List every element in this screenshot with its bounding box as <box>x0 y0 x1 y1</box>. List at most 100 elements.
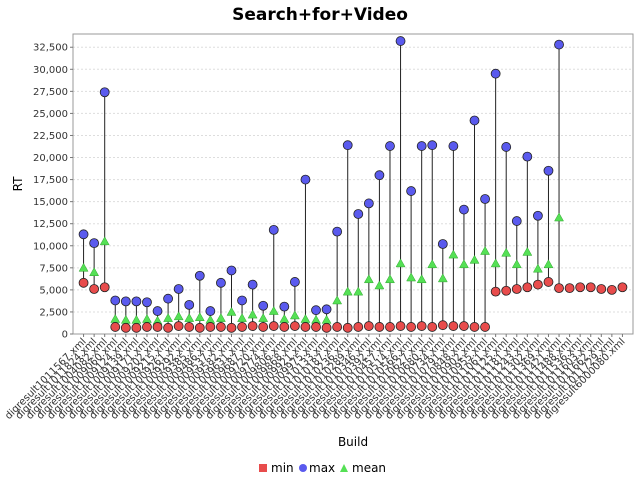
max-point <box>437 239 448 249</box>
max-point <box>173 284 184 294</box>
max-point <box>501 142 512 152</box>
min-point <box>258 322 269 332</box>
max-point <box>89 238 100 249</box>
plot-frame <box>72 33 634 335</box>
min-point <box>406 322 417 332</box>
min-point <box>152 322 163 332</box>
y-tick-label: 32,500 <box>33 43 68 54</box>
y-tick-label: 2,500 <box>39 307 68 318</box>
max-point <box>247 279 258 290</box>
max-point <box>142 297 152 308</box>
min-point <box>332 322 343 332</box>
min-point <box>289 321 300 331</box>
mean-point <box>173 311 184 321</box>
mean-point <box>184 313 195 322</box>
max-point <box>110 295 121 306</box>
max-point <box>554 39 564 50</box>
min-point <box>99 282 110 293</box>
legend-item-mean[interactable]: mean <box>340 461 386 475</box>
min-point <box>437 320 448 331</box>
legend-mean-swatch <box>340 464 348 472</box>
mean-point <box>353 286 364 296</box>
min-point <box>131 322 142 333</box>
max-point <box>120 296 131 307</box>
y-tick-label: 20,000 <box>33 153 68 164</box>
min-point <box>606 284 617 295</box>
legend-item-max[interactable]: max <box>299 461 335 475</box>
max-point <box>216 277 226 288</box>
min-point <box>321 322 332 333</box>
legend: min max mean <box>259 461 386 475</box>
max-point <box>289 277 300 287</box>
max-point <box>194 270 205 281</box>
max-point <box>427 140 438 151</box>
min-point <box>490 286 501 297</box>
mean-point <box>342 286 353 296</box>
mean-point <box>89 267 100 276</box>
min-point <box>522 282 533 293</box>
mean-point <box>385 274 395 284</box>
min-point <box>480 322 490 332</box>
max-point <box>226 265 237 276</box>
mean-point <box>131 314 142 324</box>
mean-point <box>363 274 374 284</box>
y-tick-label: 27,500 <box>33 87 68 98</box>
legend-min-label: min <box>271 461 294 475</box>
min-point <box>205 322 216 332</box>
mean-point <box>289 310 300 320</box>
mean-point <box>543 259 554 269</box>
min-point <box>163 322 173 333</box>
max-point <box>406 186 417 196</box>
max-point <box>279 301 290 312</box>
max-point <box>131 296 142 307</box>
mean-point <box>459 259 469 269</box>
mean-point <box>237 313 247 322</box>
max-point <box>268 224 279 235</box>
x-axis-label: Build <box>338 435 368 449</box>
mean-point <box>110 313 121 323</box>
min-point <box>469 322 480 332</box>
mean-point <box>501 247 512 257</box>
mean-point <box>215 313 226 322</box>
y-tick-label: 30,000 <box>33 65 68 76</box>
min-point <box>353 322 364 332</box>
chart-title: Search+for+Video <box>232 5 408 25</box>
mean-point <box>522 246 533 256</box>
mean-point <box>427 259 438 269</box>
max-point <box>258 300 269 311</box>
y-tick-label: 0 <box>62 330 68 341</box>
y-tick-label: 22,500 <box>33 131 68 142</box>
max-point <box>300 174 311 185</box>
mean-point <box>532 263 543 273</box>
min-point <box>279 322 290 332</box>
mean-point <box>321 314 332 324</box>
max-point <box>490 68 501 79</box>
min-point <box>459 321 469 331</box>
points <box>78 36 628 333</box>
mean-point <box>554 212 564 222</box>
max-point <box>184 299 195 310</box>
min-point <box>78 277 89 288</box>
mean-point <box>395 258 406 268</box>
mean-point <box>194 312 205 321</box>
min-point <box>395 321 406 331</box>
min-point <box>575 282 586 293</box>
mean-point <box>448 249 459 259</box>
min-point <box>363 321 374 331</box>
max-point <box>395 36 406 46</box>
mean-point <box>416 274 427 284</box>
min-point <box>564 283 575 294</box>
mean-point <box>300 313 311 323</box>
max-point <box>205 306 216 316</box>
min-point <box>268 321 279 331</box>
min-point <box>120 322 131 333</box>
legend-item-min[interactable]: min <box>259 461 294 475</box>
mean-point <box>99 236 110 246</box>
max-point <box>543 165 554 176</box>
max-point <box>374 170 385 181</box>
min-point <box>173 321 184 331</box>
mean-point <box>511 259 522 269</box>
min-point <box>300 322 311 332</box>
max-point <box>99 87 110 98</box>
min-point <box>89 284 100 294</box>
